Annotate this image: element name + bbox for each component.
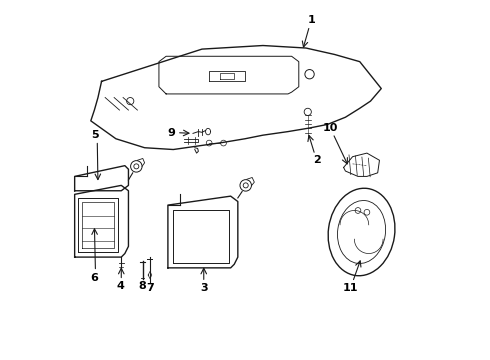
- Text: 7: 7: [147, 283, 154, 293]
- Text: 4: 4: [116, 281, 124, 291]
- Text: 9: 9: [168, 128, 175, 138]
- Text: 8: 8: [138, 281, 146, 291]
- Text: 1: 1: [307, 15, 315, 26]
- Text: 11: 11: [343, 283, 359, 293]
- Text: 6: 6: [91, 273, 98, 283]
- Text: 3: 3: [200, 283, 208, 293]
- Text: 5: 5: [92, 130, 99, 140]
- Text: 10: 10: [322, 123, 338, 133]
- Text: 2: 2: [313, 155, 320, 165]
